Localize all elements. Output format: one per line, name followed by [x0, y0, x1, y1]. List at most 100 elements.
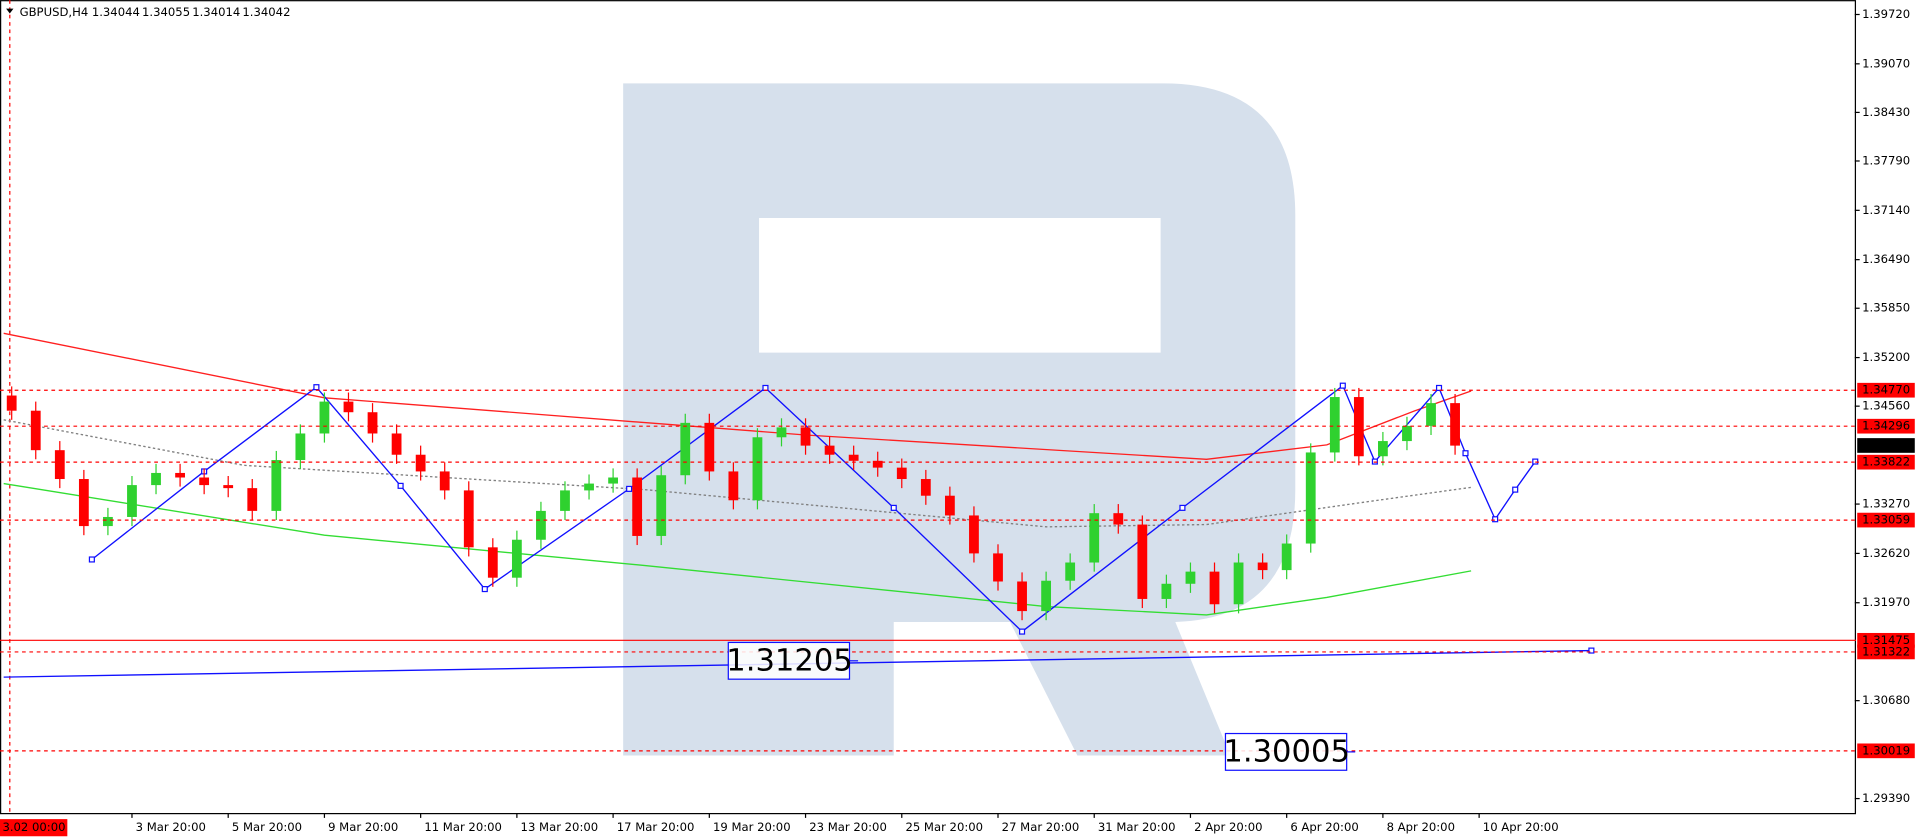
candle-body — [1137, 524, 1148, 599]
candle-body — [6, 395, 17, 411]
candle-body — [1281, 543, 1292, 571]
candle-body — [175, 472, 185, 478]
watermark — [623, 83, 1296, 756]
y-tick-label: 1.36490 — [1862, 252, 1910, 266]
candle-body — [487, 547, 498, 578]
candle-body — [896, 467, 907, 480]
x-tick-label: 3 Mar 20:00 — [136, 820, 206, 834]
line-marker — [397, 482, 404, 489]
level-box — [1857, 632, 1915, 648]
y-tick-label: 1.29390 — [1862, 791, 1910, 805]
candle-body — [103, 516, 113, 527]
candle-body — [1041, 580, 1052, 612]
plot-frame — [0, 0, 1857, 815]
line-marker — [1588, 647, 1595, 654]
candle-body — [584, 483, 594, 491]
cursor-time-box — [0, 819, 68, 837]
x-tick-label: 5 Mar 20:00 — [232, 820, 302, 834]
candle-body — [993, 553, 1003, 582]
candle-body — [944, 495, 955, 516]
line-marker — [481, 586, 488, 593]
x-tick-label: 9 Mar 20:00 — [328, 820, 398, 834]
x-tick-label: 10 Apr 20:00 — [1483, 820, 1559, 834]
line-marker — [1339, 382, 1346, 389]
x-tick-label: 11 Mar 20:00 — [424, 820, 502, 834]
candle-body — [271, 460, 282, 511]
header-value: 1.34055 — [142, 5, 190, 19]
candle-body — [824, 445, 835, 455]
candle-body — [752, 437, 763, 501]
level-label: 1.31322 — [1862, 644, 1910, 658]
candle-body — [728, 471, 739, 501]
candle-body — [1185, 571, 1196, 584]
candle-body — [511, 539, 522, 578]
line-marker — [1492, 516, 1499, 523]
line-marker — [1435, 384, 1443, 391]
candle-body — [319, 401, 330, 434]
level-box — [1857, 512, 1915, 528]
candle-body — [1257, 562, 1268, 571]
annotation-label: 1.30005 — [1223, 735, 1350, 770]
line-marker — [313, 384, 320, 391]
candle-body — [920, 479, 931, 496]
candle-body — [1113, 513, 1124, 525]
candle-body — [656, 475, 667, 536]
y-tick-label: 1.37140 — [1862, 203, 1910, 217]
candle-body — [247, 488, 258, 511]
line-marker — [1179, 504, 1186, 511]
candle-body — [367, 412, 378, 434]
candle-body — [151, 472, 161, 486]
header-value: 1.34014 — [192, 5, 240, 19]
line-marker — [1018, 628, 1026, 635]
y-tick-label: 1.39070 — [1862, 56, 1910, 70]
candle-body — [199, 477, 210, 486]
candle-body — [536, 510, 546, 540]
level-label: 1.33059 — [1862, 513, 1910, 527]
header-value: 1.34044 — [92, 5, 140, 19]
x-tick-label: 31 Mar 20:00 — [1098, 820, 1176, 834]
candle-body — [1378, 441, 1388, 457]
candle-body — [391, 433, 402, 455]
level-label: 1.33822 — [1862, 455, 1910, 469]
candle-body — [1305, 452, 1316, 544]
candle-body — [439, 471, 450, 491]
menu-triangle — [6, 8, 14, 14]
y-tick-label: 1.37790 — [1862, 153, 1910, 167]
candle-body — [872, 460, 883, 468]
y-tick-label: 1.35850 — [1862, 301, 1910, 315]
candle-body — [1065, 562, 1076, 581]
candle-body — [632, 477, 643, 536]
candle-body — [223, 485, 234, 489]
candle-body — [463, 490, 474, 548]
candle-body — [800, 427, 811, 446]
x-tick-label: 2 Apr 20:00 — [1194, 820, 1262, 834]
y-tick-label: 1.39720 — [1862, 7, 1910, 21]
candle-body — [78, 479, 89, 527]
line-marker — [1462, 450, 1469, 457]
y-tick-label: 1.38430 — [1862, 105, 1910, 119]
level-label: 1.31475 — [1862, 633, 1910, 647]
x-tick-label: 25 Mar 20:00 — [905, 820, 983, 834]
x-tick-label: 8 Apr 20:00 — [1387, 820, 1455, 834]
level-box — [1857, 382, 1915, 398]
candle-body — [560, 490, 570, 511]
candle-body — [1353, 397, 1364, 457]
candle-body — [1161, 583, 1172, 599]
candle-body — [704, 422, 715, 472]
current-price-box — [1857, 438, 1915, 453]
current-price-label: 1.34042 — [1862, 438, 1910, 452]
candle-body — [1329, 397, 1340, 453]
candle-body — [969, 515, 979, 554]
header-value: 1.34042 — [242, 5, 290, 19]
level-label: 1.34296 — [1862, 419, 1910, 433]
line-marker — [626, 485, 633, 492]
level-box — [1857, 743, 1915, 759]
annotation-box — [727, 641, 851, 680]
indicator-line — [91, 384, 1536, 633]
candle-body — [776, 427, 787, 438]
y-tick-label: 1.33270 — [1862, 497, 1910, 511]
x-tick-label: 6 Apr 20:00 — [1290, 820, 1358, 834]
level-box — [1857, 454, 1915, 470]
y-tick-label: 1.30680 — [1862, 693, 1910, 707]
